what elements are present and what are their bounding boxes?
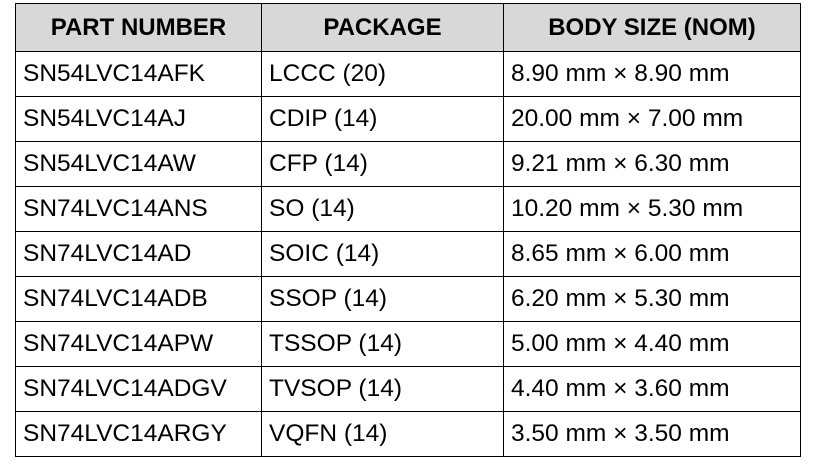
package-cell: SO (14) — [261, 186, 504, 232]
header-part-number: PART NUMBER — [15, 3, 262, 52]
body-size-cell: 8.65 mm × 6.00 mm — [503, 231, 801, 277]
part-number-cell: SN74LVC14ARGY — [15, 411, 262, 457]
package-cell: SOIC (14) — [261, 231, 504, 277]
table-row: SN74LVC14ADB SSOP (14) 6.20 mm × 5.30 mm — [15, 276, 801, 322]
table-row: SN74LVC14AD SOIC (14) 8.65 mm × 6.00 mm — [15, 231, 801, 277]
body-size-cell: 5.00 mm × 4.40 mm — [503, 321, 801, 367]
part-number-cell: SN74LVC14ADB — [15, 276, 262, 322]
part-number-cell: SN74LVC14ANS — [15, 186, 262, 232]
package-cell: SSOP (14) — [261, 276, 504, 322]
body-size-cell: 6.20 mm × 5.30 mm — [503, 276, 801, 322]
body-size-cell: 4.40 mm × 3.60 mm — [503, 366, 801, 412]
device-info-table: PART NUMBER PACKAGE BODY SIZE (NOM) SN54… — [15, 3, 801, 457]
part-number-cell: SN74LVC14ADGV — [15, 366, 262, 412]
part-number-cell: SN74LVC14APW — [15, 321, 262, 367]
package-cell: TVSOP (14) — [261, 366, 504, 412]
body-size-cell: 10.20 mm × 5.30 mm — [503, 186, 801, 232]
package-cell: LCCC (20) — [261, 51, 504, 97]
package-cell: CFP (14) — [261, 141, 504, 187]
table-row: SN74LVC14ARGY VQFN (14) 3.50 mm × 3.50 m… — [15, 411, 801, 457]
table-row: SN54LVC14AW CFP (14) 9.21 mm × 6.30 mm — [15, 141, 801, 187]
part-number-cell: SN74LVC14AD — [15, 231, 262, 277]
part-number-cell: SN54LVC14AW — [15, 141, 262, 187]
body-size-cell: 8.90 mm × 8.90 mm — [503, 51, 801, 97]
table-row: SN74LVC14ANS SO (14) 10.20 mm × 5.30 mm — [15, 186, 801, 232]
body-size-cell: 3.50 mm × 3.50 mm — [503, 411, 801, 457]
package-cell: CDIP (14) — [261, 96, 504, 142]
body-size-cell: 9.21 mm × 6.30 mm — [503, 141, 801, 187]
table-row: SN74LVC14APW TSSOP (14) 5.00 mm × 4.40 m… — [15, 321, 801, 367]
header-package: PACKAGE — [261, 3, 504, 52]
table-row: SN74LVC14ADGV TVSOP (14) 4.40 mm × 3.60 … — [15, 366, 801, 412]
table-header-row: PART NUMBER PACKAGE BODY SIZE (NOM) — [15, 3, 801, 52]
table-row: SN54LVC14AJ CDIP (14) 20.00 mm × 7.00 mm — [15, 96, 801, 142]
table-row: SN54LVC14AFK LCCC (20) 8.90 mm × 8.90 mm — [15, 51, 801, 97]
header-body-size: BODY SIZE (NOM) — [503, 3, 801, 52]
body-size-cell: 20.00 mm × 7.00 mm — [503, 96, 801, 142]
part-number-cell: SN54LVC14AFK — [15, 51, 262, 97]
package-cell: TSSOP (14) — [261, 321, 504, 367]
part-number-cell: SN54LVC14AJ — [15, 96, 262, 142]
package-cell: VQFN (14) — [261, 411, 504, 457]
